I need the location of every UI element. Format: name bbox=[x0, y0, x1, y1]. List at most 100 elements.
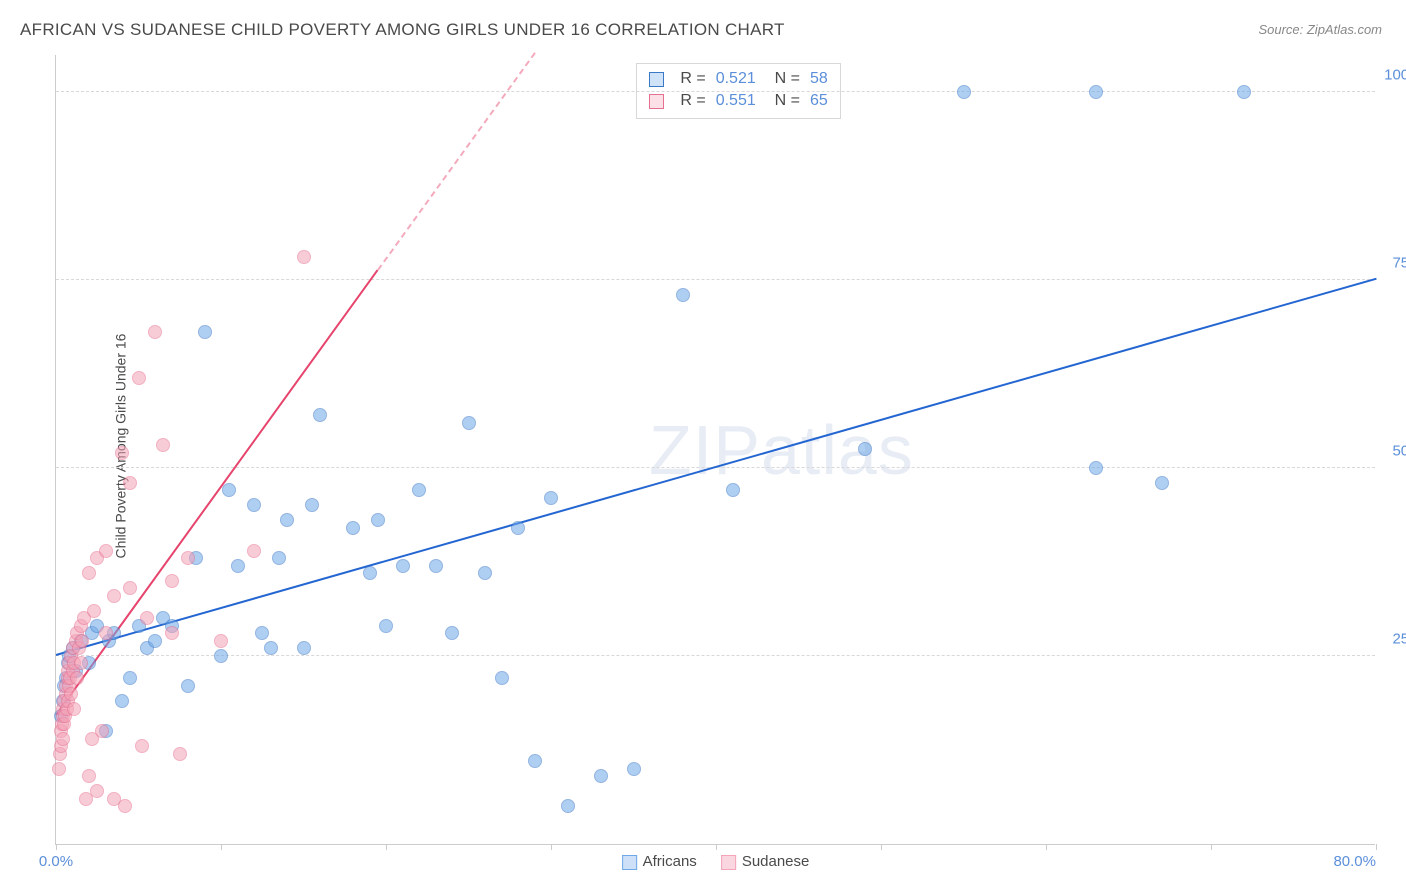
data-point bbox=[247, 544, 261, 558]
data-point bbox=[379, 619, 393, 633]
data-point bbox=[56, 732, 70, 746]
data-point bbox=[198, 325, 212, 339]
data-point bbox=[676, 288, 690, 302]
stats-n-label: N = bbox=[766, 92, 800, 110]
trend-line-extrapolated bbox=[377, 52, 535, 270]
data-point bbox=[115, 694, 129, 708]
stats-n-value: 58 bbox=[810, 70, 828, 88]
data-point bbox=[478, 566, 492, 580]
data-point bbox=[371, 513, 385, 527]
legend-item: Africans bbox=[622, 853, 697, 870]
grid-line-h bbox=[56, 279, 1375, 280]
data-point bbox=[82, 769, 96, 783]
data-point bbox=[140, 611, 154, 625]
y-tick-label: 75.0% bbox=[1392, 254, 1406, 271]
data-point bbox=[594, 769, 608, 783]
x-tick bbox=[551, 844, 552, 850]
data-point bbox=[272, 551, 286, 565]
data-point bbox=[363, 566, 377, 580]
x-tick bbox=[221, 844, 222, 850]
legend-item: Sudanese bbox=[721, 853, 810, 870]
data-point bbox=[1155, 476, 1169, 490]
legend-swatch bbox=[721, 855, 736, 870]
stats-row: R = 0.551 N = 65 bbox=[649, 90, 827, 112]
data-point bbox=[247, 498, 261, 512]
stats-r-value: 0.551 bbox=[716, 92, 756, 110]
data-point bbox=[396, 559, 410, 573]
data-point bbox=[313, 408, 327, 422]
data-point bbox=[123, 671, 137, 685]
series-legend: Africans Sudanese bbox=[622, 853, 810, 870]
data-point bbox=[495, 671, 509, 685]
data-point bbox=[99, 626, 113, 640]
data-point bbox=[255, 626, 269, 640]
source-label: Source: ZipAtlas.com bbox=[1258, 22, 1382, 37]
x-tick bbox=[1376, 844, 1377, 850]
data-point bbox=[107, 589, 121, 603]
data-point bbox=[52, 762, 66, 776]
stats-swatch bbox=[649, 72, 664, 87]
stats-n-label: N = bbox=[766, 70, 800, 88]
data-point bbox=[264, 641, 278, 655]
data-point bbox=[297, 250, 311, 264]
data-point bbox=[280, 513, 294, 527]
data-point bbox=[957, 85, 971, 99]
data-point bbox=[118, 799, 132, 813]
data-point bbox=[67, 702, 81, 716]
y-tick-label: 100.0% bbox=[1384, 66, 1406, 83]
data-point bbox=[165, 574, 179, 588]
chart-plot-area: ZIPatlas R = 0.521 N = 58R = 0.551 N = 6… bbox=[55, 55, 1375, 845]
x-tick bbox=[1046, 844, 1047, 850]
data-point bbox=[858, 442, 872, 456]
grid-line-h bbox=[56, 655, 1375, 656]
legend-label: Africans bbox=[643, 853, 697, 870]
grid-line-h bbox=[56, 91, 1375, 92]
data-point bbox=[726, 483, 740, 497]
data-point bbox=[1089, 85, 1103, 99]
stats-r-label: R = bbox=[680, 92, 705, 110]
data-point bbox=[156, 438, 170, 452]
data-point bbox=[445, 626, 459, 640]
stats-row: R = 0.521 N = 58 bbox=[649, 68, 827, 90]
data-point bbox=[511, 521, 525, 535]
data-point bbox=[87, 604, 101, 618]
data-point bbox=[64, 687, 78, 701]
data-point bbox=[148, 634, 162, 648]
data-point bbox=[148, 325, 162, 339]
data-point bbox=[429, 559, 443, 573]
data-point bbox=[222, 483, 236, 497]
data-point bbox=[627, 762, 641, 776]
legend-swatch bbox=[622, 855, 637, 870]
data-point bbox=[462, 416, 476, 430]
data-point bbox=[70, 671, 84, 685]
data-point bbox=[123, 581, 137, 595]
data-point bbox=[544, 491, 558, 505]
data-point bbox=[1089, 461, 1103, 475]
x-tick-label: 0.0% bbox=[39, 853, 73, 870]
data-point bbox=[214, 634, 228, 648]
data-point bbox=[1237, 85, 1251, 99]
data-point bbox=[231, 559, 245, 573]
data-point bbox=[74, 656, 88, 670]
data-point bbox=[214, 649, 228, 663]
data-point bbox=[173, 747, 187, 761]
x-tick bbox=[56, 844, 57, 850]
data-point bbox=[75, 634, 89, 648]
data-point bbox=[165, 626, 179, 640]
data-point bbox=[181, 679, 195, 693]
legend-label: Sudanese bbox=[742, 853, 810, 870]
data-point bbox=[123, 476, 137, 490]
data-point bbox=[297, 641, 311, 655]
data-point bbox=[99, 544, 113, 558]
y-tick-label: 50.0% bbox=[1392, 442, 1406, 459]
data-point bbox=[132, 371, 146, 385]
x-tick bbox=[386, 844, 387, 850]
data-point bbox=[90, 784, 104, 798]
x-tick bbox=[881, 844, 882, 850]
data-point bbox=[135, 739, 149, 753]
data-point bbox=[561, 799, 575, 813]
data-point bbox=[95, 724, 109, 738]
data-point bbox=[305, 498, 319, 512]
data-point bbox=[412, 483, 426, 497]
chart-title: AFRICAN VS SUDANESE CHILD POVERTY AMONG … bbox=[20, 20, 785, 40]
